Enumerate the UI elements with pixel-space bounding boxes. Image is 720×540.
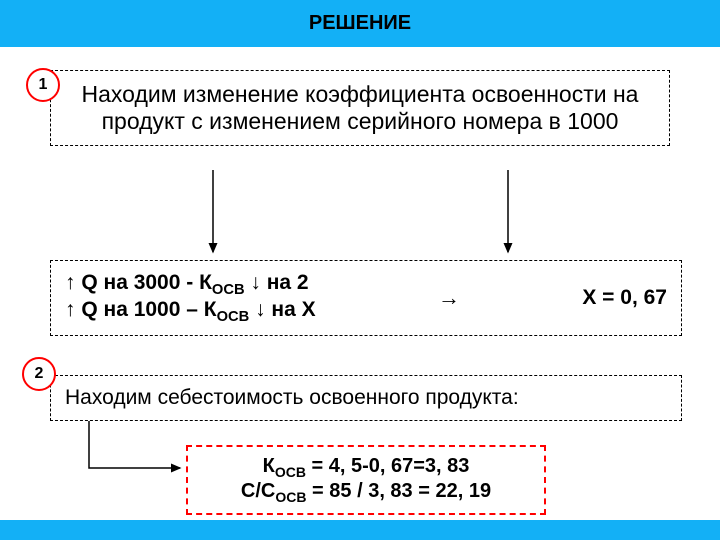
calc1-l1-post: ↓ на 2 <box>245 271 309 294</box>
calc1-line1: ↑ Q на 3000 - КОСВ ↓ на 2 <box>65 271 316 298</box>
calc1-lines: ↑ Q на 3000 - КОСВ ↓ на 2 ↑ Q на 1000 – … <box>65 271 316 325</box>
step2-text: Находим себестоимость освоенного продукт… <box>65 386 519 409</box>
calc2-l2-post: = 85 / 3, 83 = 22, 19 <box>306 480 491 502</box>
calc1-l1-pre: ↑ Q на 3000 - К <box>65 271 212 294</box>
calc2-l1-post: = 4, 5-0, 67=3, 83 <box>306 455 469 477</box>
step1-box: Находим изменение коэффициента освоеннос… <box>50 70 670 146</box>
calc2-l1-sub: ОСВ <box>275 464 306 480</box>
calc2-line2: С/СОСВ = 85 / 3, 83 = 22, 19 <box>202 480 530 505</box>
step-badge-2: 2 <box>22 357 56 391</box>
step1-text: Находим изменение коэффициента освоеннос… <box>82 81 639 134</box>
calc1-l2-sub: ОСВ <box>217 309 250 325</box>
step2-box: Находим себестоимость освоенного продукт… <box>50 375 682 421</box>
header: РЕШЕНИЕ <box>0 0 720 47</box>
calc1-l1-sub: ОСВ <box>212 282 245 298</box>
step-badge-2-label: 2 <box>35 365 44 383</box>
calc2-box: КОСВ = 4, 5-0, 67=3, 83 С/СОСВ = 85 / 3,… <box>186 445 546 515</box>
calc2-line1: КОСВ = 4, 5-0, 67=3, 83 <box>202 455 530 480</box>
calc2-l1-pre: К <box>263 455 275 477</box>
calc1-line2: ↑ Q на 1000 – КОСВ ↓ на Х <box>65 298 316 325</box>
calc1-l2-post: ↓ на Х <box>249 298 315 321</box>
calc1-arrow: → <box>316 285 583 311</box>
step-badge-1: 1 <box>26 68 60 102</box>
calc1-l2-pre: ↑ Q на 1000 – К <box>65 298 217 321</box>
calc1-box: ↑ Q на 3000 - КОСВ ↓ на 2 ↑ Q на 1000 – … <box>50 260 682 336</box>
calc2-l2-sub: ОСВ <box>275 489 306 505</box>
page-title: РЕШЕНИЕ <box>309 12 411 34</box>
calc1-result: Х = 0, 67 <box>582 286 667 310</box>
footer-stripe <box>0 520 720 540</box>
calc2-l2-pre: С/С <box>241 480 275 502</box>
step-badge-1-label: 1 <box>39 76 48 94</box>
